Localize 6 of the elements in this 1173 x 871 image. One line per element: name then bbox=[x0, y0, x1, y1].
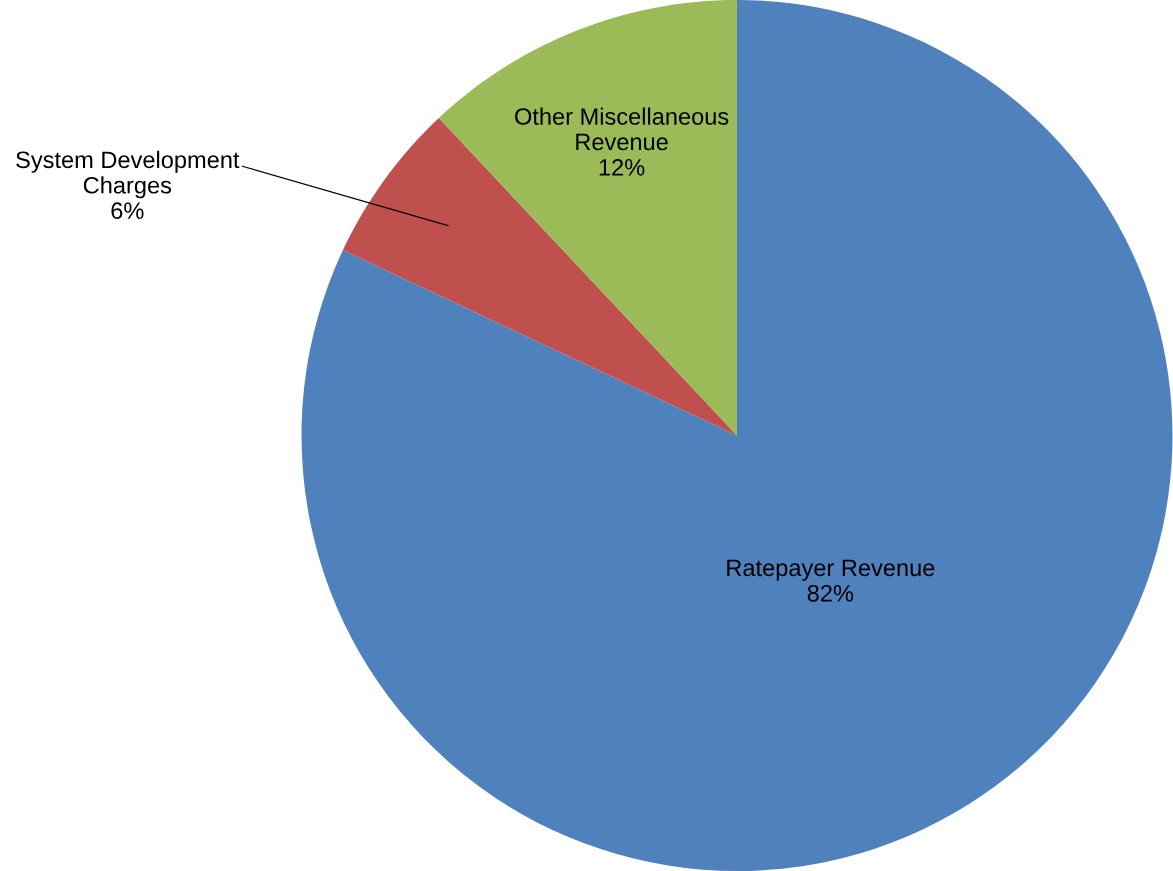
data-label: 12% bbox=[599, 159, 645, 176]
data-label: 82% bbox=[807, 584, 854, 602]
slice-label: Other Miscellaneous Revenue bbox=[515, 107, 729, 151]
data-label: 6% bbox=[111, 202, 144, 220]
slice-label: Ratepayer Revenue bbox=[727, 559, 935, 581]
slice-label: System Development Charges bbox=[16, 150, 240, 199]
